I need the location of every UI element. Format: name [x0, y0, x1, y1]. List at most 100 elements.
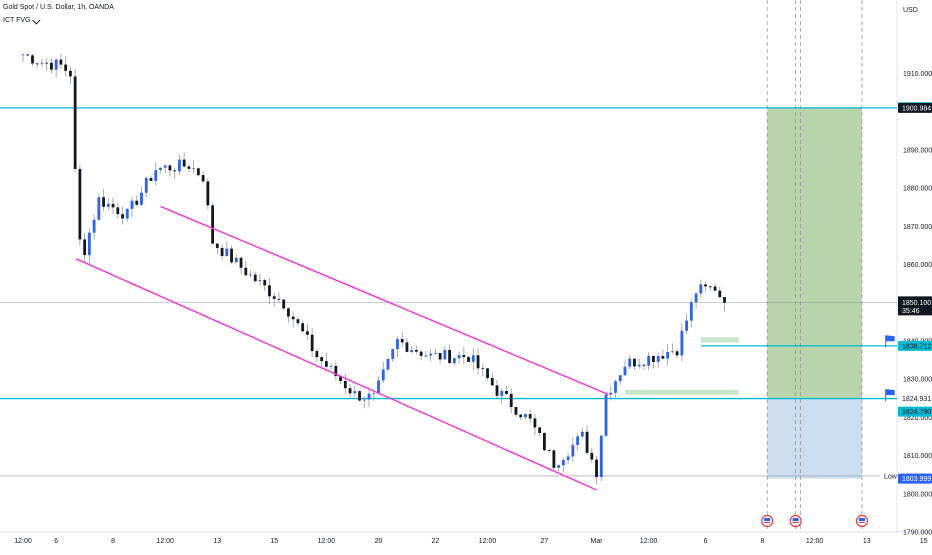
indicator-name: ICT FVG: [3, 17, 31, 24]
candle-body: [580, 431, 584, 437]
candle-body: [230, 248, 233, 263]
last-price-tag-bg: [898, 296, 932, 316]
candle-body: [566, 456, 570, 461]
candle-body: [424, 355, 428, 357]
wedge-upper-line: [160, 205, 609, 396]
candle-body: [576, 436, 579, 445]
time-tick-label: 13: [213, 538, 221, 545]
candle-body: [476, 355, 480, 369]
candle-body: [708, 286, 712, 288]
price-tick-label: 1860.000: [903, 262, 932, 269]
candle-body: [358, 391, 361, 401]
candle-body: [704, 284, 707, 287]
candle-body: [462, 355, 466, 358]
candle-body: [83, 239, 87, 256]
candle-body: [490, 377, 494, 386]
candle-body: [310, 334, 314, 352]
candle-body: [35, 63, 39, 65]
candle-body: [206, 181, 210, 206]
candle-body: [633, 358, 636, 367]
candle-body: [178, 159, 181, 172]
candle-body: [528, 414, 532, 419]
symbol-title[interactable]: Gold Spot / U.S. Dollar, 1h, OANDA: [3, 4, 114, 11]
event-flag-canton: [792, 518, 799, 521]
candle-body: [140, 192, 143, 205]
indicator-legend[interactable]: ICT FVG: [3, 15, 42, 25]
candle-body: [149, 178, 153, 181]
level-price-tag: 1900.984: [902, 105, 931, 112]
candle-body: [467, 357, 470, 362]
candle-body: [144, 178, 148, 193]
candle-body: [201, 175, 205, 182]
candle-body: [647, 355, 651, 366]
candle-body: [121, 214, 124, 219]
time-tick-label: 8: [111, 538, 115, 545]
candle-body: [457, 355, 461, 359]
candle-body: [386, 358, 390, 370]
candle-body: [419, 351, 423, 356]
candle-body: [301, 323, 305, 332]
candle-body: [64, 64, 68, 71]
candle-body: [182, 159, 186, 167]
chevron-down-icon[interactable]: [32, 15, 42, 25]
candle-body: [362, 399, 366, 401]
candle-body: [234, 257, 238, 263]
candle-body: [452, 358, 456, 364]
candle-body: [391, 349, 395, 359]
time-tick-label: 8: [760, 538, 764, 545]
level-price-tag-bg: [898, 393, 932, 404]
candle-body: [623, 366, 627, 376]
target-zone: [767, 107, 862, 399]
candle-body: [377, 380, 380, 394]
candle-body: [320, 357, 324, 362]
candle-body: [656, 356, 660, 362]
candle-body: [713, 286, 717, 291]
last-price-label: 1850.100: [902, 300, 931, 307]
stop-zone: [767, 398, 862, 479]
candle-body: [353, 391, 357, 394]
candle-body: [519, 414, 523, 418]
candle-body: [21, 54, 25, 56]
candle-body: [263, 280, 267, 286]
candle-body: [125, 208, 129, 219]
candle-body: [505, 390, 508, 394]
candle-body: [168, 165, 172, 171]
event-flag-canton: [858, 518, 865, 521]
candle-body: [329, 365, 333, 367]
candle-body: [524, 414, 527, 418]
candle-body: [220, 247, 224, 256]
candle-body: [282, 299, 286, 309]
candle-body: [614, 381, 617, 393]
low-tag-label: Low: [884, 473, 898, 480]
price-tick-label: 1880.000: [903, 186, 932, 193]
candle-body: [26, 54, 30, 56]
candle-body: [438, 352, 442, 360]
candle-body: [258, 280, 262, 282]
candle-body: [609, 392, 613, 395]
candle-body: [291, 316, 295, 320]
candle-body: [599, 435, 603, 478]
candle-body: [685, 320, 688, 331]
entry-price-tag-bg: [898, 406, 932, 417]
candle-body: [87, 232, 91, 256]
candle-body: [315, 351, 319, 358]
time-tick-label: 20: [375, 538, 383, 545]
fvg-zone: [700, 337, 739, 343]
candle-body: [400, 339, 404, 343]
candle-body: [116, 207, 120, 215]
candle-body: [495, 385, 499, 396]
candle-body: [699, 284, 703, 294]
candle-body: [40, 62, 44, 64]
candle-body: [723, 297, 726, 303]
flag-icon: [885, 335, 895, 342]
candle-body: [324, 361, 328, 367]
flag-icon: [885, 389, 895, 396]
time-tick-label: 12:00: [806, 538, 824, 545]
candle-body: [675, 351, 679, 356]
candle-body: [533, 418, 537, 428]
candle-body: [642, 364, 646, 366]
candle-body: [97, 197, 101, 220]
candle-body: [552, 450, 556, 468]
